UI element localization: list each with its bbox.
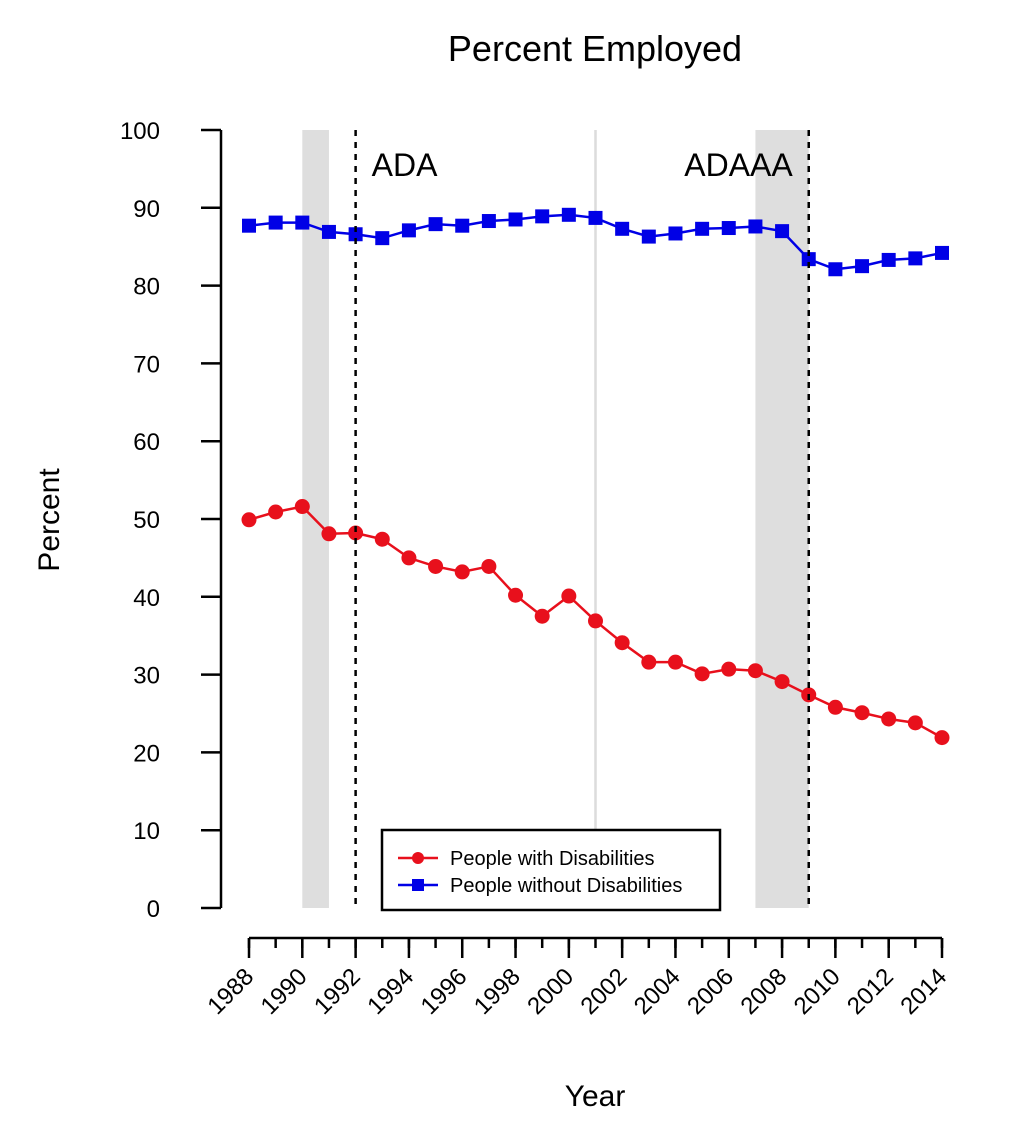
- data-series: [241, 207, 950, 746]
- legend-box: [380, 828, 722, 912]
- data-point: [454, 564, 470, 580]
- data-point: [401, 550, 417, 566]
- x-tick-label: 2014: [895, 963, 952, 1020]
- data-point: [774, 674, 790, 690]
- data-point: [348, 525, 364, 541]
- data-point: [241, 512, 257, 528]
- annotation-label: ADA: [372, 147, 438, 183]
- series-group: [241, 499, 950, 746]
- data-point: [614, 635, 630, 651]
- data-point: [881, 252, 896, 267]
- data-point: [535, 209, 550, 224]
- data-point: [375, 231, 390, 246]
- y-tick-label: 10: [133, 818, 160, 845]
- x-tick-label: 1996: [416, 963, 473, 1020]
- data-point: [908, 251, 923, 266]
- y-axis-label: Percent: [33, 468, 66, 572]
- data-point: [481, 214, 496, 229]
- data-point: [242, 218, 256, 233]
- x-tick-label: 2002: [576, 963, 633, 1020]
- y-tick-label: 90: [133, 196, 160, 223]
- data-point: [268, 504, 284, 520]
- data-point: [907, 715, 923, 731]
- legend-label: People with Disabilities: [450, 848, 655, 870]
- data-point: [641, 229, 656, 244]
- data-point: [801, 252, 816, 267]
- data-point: [401, 223, 416, 238]
- x-tick-label: 1988: [202, 963, 259, 1020]
- x-tick-label: 1990: [256, 963, 313, 1020]
- data-point: [667, 654, 683, 670]
- y-tick-label: 70: [133, 351, 160, 378]
- data-point: [855, 259, 870, 274]
- data-point: [615, 221, 630, 236]
- y-tick-label: 30: [133, 663, 160, 690]
- data-point: [295, 215, 310, 230]
- data-point: [721, 661, 737, 677]
- data-point: [641, 654, 657, 670]
- data-point: [348, 227, 363, 242]
- data-point: [828, 262, 843, 277]
- data-point: [455, 218, 470, 233]
- data-point: [428, 558, 444, 574]
- x-axis-label: Year: [565, 1080, 626, 1113]
- y-tick-label: 60: [133, 429, 160, 456]
- data-point: [721, 221, 736, 236]
- y-tick-label: 100: [120, 118, 160, 145]
- data-point: [854, 705, 870, 721]
- x-tick-label: 2010: [789, 963, 846, 1020]
- shaded-period: [755, 130, 809, 908]
- data-point: [827, 699, 843, 715]
- x-tick-label: 2012: [842, 963, 899, 1020]
- chart-title: Percent Employed: [448, 28, 742, 69]
- annotations: ADA ADAAA: [354, 130, 810, 908]
- data-point: [268, 215, 283, 230]
- data-point: [374, 531, 390, 547]
- data-point: [747, 663, 763, 679]
- data-point: [294, 499, 310, 515]
- series-group: [242, 207, 949, 277]
- data-point: [534, 608, 550, 624]
- data-point: [934, 730, 950, 746]
- data-point: [748, 219, 763, 234]
- data-point: [881, 711, 897, 727]
- data-point: [508, 212, 523, 227]
- data-point: [428, 217, 443, 232]
- y-tick-label: 50: [133, 507, 160, 534]
- x-tick-label: 2008: [735, 963, 792, 1020]
- data-point: [321, 224, 336, 239]
- data-point: [775, 224, 790, 239]
- data-point: [561, 207, 576, 222]
- legend: People with Disabilities People without D…: [380, 828, 722, 912]
- legend-marker: [412, 852, 424, 864]
- legend-label: People without Disabilities: [450, 875, 682, 897]
- x-tick-label: 1994: [362, 963, 419, 1020]
- data-point: [694, 666, 710, 682]
- shaded-periods: [302, 130, 809, 908]
- y-tick-label: 0: [147, 896, 160, 923]
- data-point: [321, 526, 337, 542]
- data-point: [561, 588, 577, 604]
- x-tick-label: 2006: [682, 963, 739, 1020]
- x-tick-label: 2004: [629, 963, 686, 1020]
- x-tick-label: 1998: [469, 963, 526, 1020]
- data-point: [695, 221, 710, 236]
- y-tick-label: 80: [133, 274, 160, 301]
- y-tick-label: 40: [133, 585, 160, 612]
- data-point: [935, 245, 949, 260]
- legend-marker: [412, 879, 424, 891]
- data-point: [508, 587, 524, 603]
- data-point: [481, 558, 497, 574]
- x-tick-label: 2000: [522, 963, 579, 1020]
- x-tick-label: 1992: [309, 963, 366, 1020]
- y-tick-label: 20: [133, 740, 160, 767]
- data-point: [588, 613, 603, 629]
- data-point: [668, 226, 683, 241]
- annotation-label: ADAAA: [684, 147, 793, 183]
- data-point: [588, 210, 603, 225]
